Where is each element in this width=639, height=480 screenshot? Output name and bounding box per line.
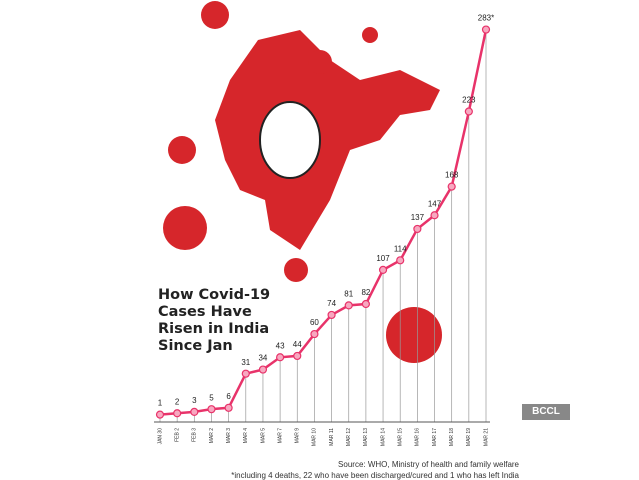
x-tick-label: MAR 14 [380, 428, 386, 446]
virus [362, 27, 378, 43]
virus [168, 136, 196, 164]
badge: BCCL [522, 404, 570, 420]
point [190, 407, 199, 417]
x-tick-label: MAR 7 [277, 428, 283, 444]
data-label: 283* [478, 14, 494, 23]
data-label: 137 [411, 213, 425, 222]
point [464, 107, 473, 116]
x-tick-label: MAR 2 [209, 428, 215, 444]
source: Source: WHO, Ministry of health and fami… [338, 460, 519, 469]
point [310, 329, 319, 339]
point [430, 211, 439, 220]
data-label: 43 [276, 341, 285, 350]
point [276, 353, 285, 362]
data-label: 114 [394, 244, 407, 253]
x-tick-label: MAR 5 [260, 428, 266, 444]
point [481, 25, 491, 34]
x-tick-label: MAR 13 [363, 428, 369, 446]
data-label: 1 [158, 399, 163, 408]
point [258, 365, 268, 374]
footnote: *including 4 deaths, 22 who have been di… [231, 471, 519, 480]
point [361, 299, 370, 309]
data-label: 34 [258, 354, 267, 363]
x-tick-label: MAR 3 [226, 428, 232, 444]
x-tick-label: MAR 12 [346, 428, 352, 446]
point [155, 410, 165, 419]
x-tick-label: MAR 10 [312, 428, 318, 446]
data-label: 168 [445, 171, 459, 180]
x-tick-label: MAR 11 [329, 428, 335, 446]
data-label: 3 [192, 396, 197, 405]
x-tick-label: MAR 18 [449, 428, 455, 446]
data-label: 60 [310, 318, 319, 327]
data-label: 147 [428, 199, 442, 208]
x-tick-label: MAR 19 [466, 428, 472, 446]
point [344, 301, 353, 310]
x-tick-label: MAR 9 [295, 428, 301, 444]
virus [201, 1, 229, 29]
virus [386, 307, 442, 363]
data-label: 82 [361, 288, 370, 297]
point [293, 351, 302, 361]
virus [308, 50, 332, 74]
data-label: 6 [226, 392, 231, 401]
point [173, 409, 182, 418]
chart-title: How Covid-19 Cases Have Risen in India S… [158, 287, 271, 354]
india-map [215, 30, 440, 250]
data-label: 81 [344, 290, 353, 299]
point [207, 405, 216, 414]
point [378, 265, 388, 274]
face-icon [259, 101, 321, 179]
x-tick-label: MAR 17 [432, 428, 438, 446]
x-tick-label: JAN 30 [157, 428, 163, 445]
x-tick-label: FEB 3 [192, 428, 198, 442]
data-label: 2 [175, 397, 180, 406]
point [396, 256, 405, 265]
x-tick-label: MAR 4 [243, 428, 249, 444]
point [327, 310, 336, 320]
data-label: 31 [241, 358, 250, 367]
data-label: 223 [462, 96, 476, 105]
point [447, 182, 456, 191]
x-tick-label: MAR 16 [415, 428, 421, 446]
point [413, 224, 422, 234]
point [241, 369, 250, 378]
data-label: 74 [327, 299, 336, 308]
x-tick-label: FEB 2 [174, 428, 180, 442]
virus [163, 206, 207, 250]
point [224, 403, 233, 412]
data-label: 44 [293, 340, 302, 349]
data-label: 5 [209, 393, 214, 402]
virus [284, 258, 308, 282]
data-label: 107 [376, 254, 390, 263]
x-tick-label: MAR 21 [483, 428, 489, 446]
x-tick-label: MAR 15 [398, 428, 404, 446]
